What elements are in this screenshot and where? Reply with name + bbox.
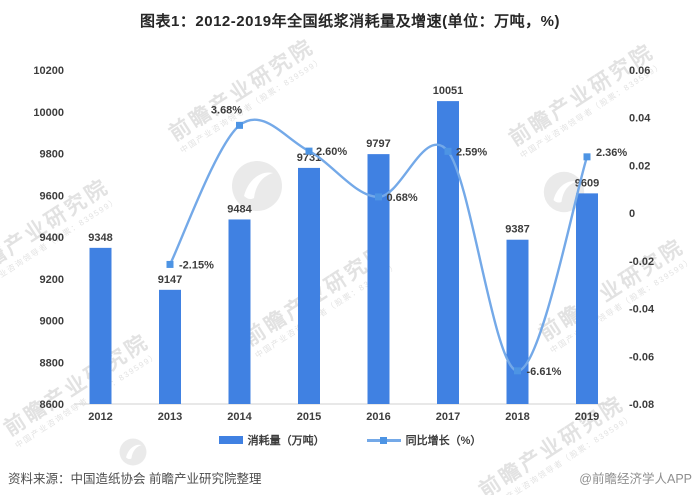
right-axis-tick: 0 [629,208,635,220]
x-axis-label: 2016 [366,411,390,423]
bar-2018 [506,239,529,404]
left-axis-tick: 9000 [40,316,64,328]
left-axis-tick: 10000 [33,107,64,119]
right-axis-tick: 0.02 [629,160,650,172]
bar-value-label: 9797 [366,138,390,150]
legend-item-consumption: 消耗量（万吨） [218,432,325,448]
x-axis-label: 2015 [297,411,321,423]
line-marker-2016 [375,193,382,201]
bar-2019 [576,193,598,404]
bar-2017 [437,101,459,404]
right-axis-tick: -0.04 [629,304,655,316]
bar-value-label: 9484 [227,203,252,215]
right-axis-tick: -0.08 [629,399,654,411]
chart-title: 图表1：2012-2019年全国纸浆消耗量及增速(单位：万吨，%) [140,13,560,30]
combo-chart: 10200 10000 9800 9600 9400 9200 9000 8800 8600 0.… [33,65,655,423]
bar-swatch-icon [218,436,243,444]
line-value-label: -6.61% [527,366,562,378]
x-axis-label: 2019 [575,411,599,423]
line-value-label: -2.15% [179,259,214,271]
bar-2012 [89,247,112,404]
x-axis-label: 2017 [436,411,460,423]
left-axis-tick: 9400 [40,232,64,244]
line-marker-2013 [166,260,174,268]
line-swatch-icon [366,436,401,444]
x-axis-label: 2014 [227,411,252,423]
right-axis-tick: 0.04 [629,113,651,125]
right-axis-tick: 0.06 [629,65,650,77]
line-marker-2015 [305,147,313,155]
x-axis-label: 2013 [158,411,182,423]
x-axis-label: 2018 [505,411,529,423]
bar-2016 [367,154,390,404]
bar-value-label: 10051 [433,85,464,97]
source-note: 资料来源：中国造纸协会 前瞻产业研究院整理 [8,472,262,486]
line-marker-2017 [444,147,452,155]
line-value-label: 0.68% [387,192,418,204]
credit-note: @前瞻经济学人APP [579,472,692,486]
line-value-label: 3.68% [211,104,242,116]
line-value-label: 2.60% [316,146,347,158]
x-axis-label: 2012 [88,411,112,423]
bar-2013 [159,289,181,404]
left-axis-tick: 10200 [33,65,64,77]
right-axis-tick: -0.02 [629,256,654,268]
line-value-label: 2.36% [596,147,627,159]
line-value-label: 2.59% [456,146,487,158]
legend-item-growth: 同比增长（%） [366,432,482,448]
right-axis-tick: -0.06 [629,351,654,363]
legend: 消耗量（万吨） 同比增长（%） [0,430,700,450]
bar-value-label: 9348 [88,232,112,244]
left-axis-tick: 8600 [40,399,64,411]
bar-value-label: 9147 [158,274,182,286]
legend-label-growth: 同比增长（%） [405,435,482,447]
footer: 资料来源：中国造纸协会 前瞻产业研究院整理 @前瞻经济学人APP [0,468,700,487]
line-marker-2014 [236,121,243,129]
left-axis-tick: 9200 [40,274,64,286]
bar-value-label: 9387 [505,224,529,236]
line-marker-2019 [583,153,591,161]
line-marker-2018 [514,367,521,375]
left-axis-tick: 8800 [40,357,64,369]
bar-2015 [298,167,320,404]
left-axis-tick: 9800 [40,149,64,161]
left-axis-tick: 9600 [40,190,64,202]
bar-2014 [228,219,251,404]
legend-label-consumption: 消耗量（万吨） [247,435,325,447]
